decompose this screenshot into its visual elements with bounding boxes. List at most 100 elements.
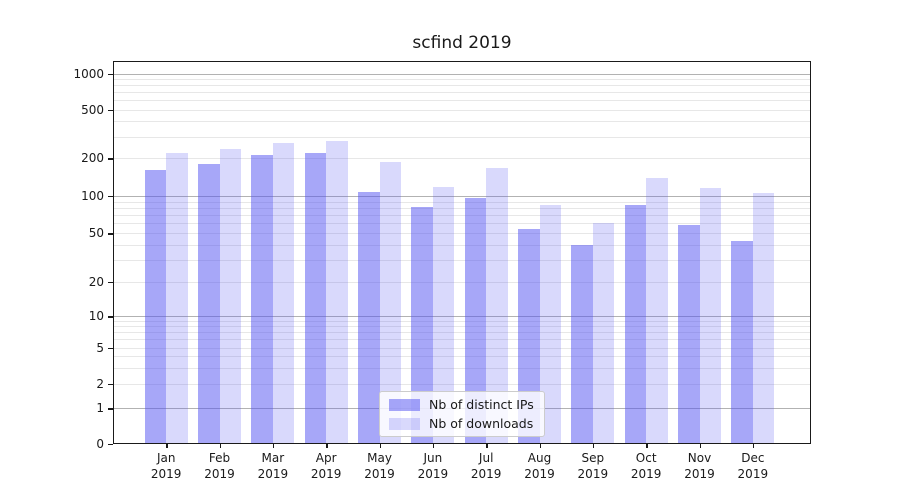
- bar-downloads-sep: [592, 223, 615, 444]
- x-tick-mark: [592, 444, 595, 448]
- y-tick-label: 1: [96, 401, 104, 415]
- y-tick-mark: [108, 347, 113, 350]
- major-gridline: [113, 73, 811, 75]
- bar-distinct-ips-feb: [198, 164, 220, 444]
- legend: Nb of distinct IPs Nb of downloads: [379, 391, 545, 437]
- y-tick-label: 50: [88, 226, 104, 241]
- minor-gridline: [113, 332, 811, 334]
- minor-gridline: [113, 321, 811, 323]
- y-tick-label: 2: [96, 376, 104, 391]
- legend-item-distinct-ips: Nb of distinct IPs: [389, 397, 534, 412]
- gridlines-layer: [113, 61, 811, 444]
- legend-label-downloads: Nb of downloads: [429, 416, 534, 431]
- minor-gridline: [113, 281, 811, 283]
- bar-downloads-apr: [326, 140, 348, 444]
- bar-downloads-aug: [539, 205, 561, 444]
- y-tick-mark: [108, 109, 113, 111]
- minor-gridline: [113, 356, 811, 358]
- y-tick-mark: [108, 383, 113, 385]
- y-tick-mark: [108, 443, 113, 445]
- x-tick-label: Apr 2019: [310, 451, 342, 481]
- y-tick-mark: [108, 408, 113, 410]
- minor-gridline: [113, 233, 811, 235]
- x-tick-mark: [432, 444, 435, 448]
- minor-gridline: [113, 326, 811, 328]
- major-gridline: [113, 316, 811, 318]
- x-tick-label: Oct 2019: [630, 451, 662, 481]
- y-tick-mark: [108, 73, 113, 75]
- minor-gridline: [113, 121, 811, 123]
- bar-downloads-nov: [699, 188, 721, 444]
- bar-distinct-ips-dec: [731, 241, 753, 444]
- y-tick-label: 5: [96, 340, 104, 355]
- y-tick-mark: [108, 281, 113, 283]
- minor-gridline: [113, 207, 811, 209]
- minor-gridline: [113, 383, 811, 385]
- bar-downloads-may: [379, 161, 402, 444]
- bar-downloads-jul: [486, 168, 508, 444]
- y-tick-mark: [108, 195, 113, 198]
- y-tick-label: 20: [88, 274, 104, 289]
- x-tick-mark: [752, 444, 755, 448]
- bar-distinct-ips-nov: [678, 225, 700, 444]
- minor-gridline: [113, 158, 811, 160]
- minor-gridline: [113, 85, 811, 87]
- x-tick-label: Aug 2019: [524, 451, 555, 481]
- major-gridline: [113, 195, 811, 197]
- bar-downloads-feb: [219, 148, 242, 444]
- bar-downloads-mar: [272, 143, 295, 444]
- minor-gridline: [113, 260, 811, 262]
- x-tick-mark: [539, 444, 541, 448]
- bar-distinct-ips-mar: [251, 155, 273, 444]
- minor-gridline: [113, 109, 811, 111]
- bar-distinct-ips-may: [358, 192, 380, 444]
- legend-label-distinct-ips: Nb of distinct IPs: [429, 397, 534, 412]
- bar-distinct-ips-jan: [144, 170, 167, 444]
- y-tick-label: 10: [88, 309, 104, 324]
- y-tick-mark: [108, 158, 113, 160]
- minor-gridline: [113, 201, 811, 203]
- minor-gridline: [113, 223, 811, 225]
- y-tick-label: 200: [81, 151, 104, 166]
- bar-downloads-dec: [752, 192, 775, 444]
- x-tick-mark: [646, 444, 648, 448]
- x-tick-mark: [699, 444, 701, 448]
- x-tick-label: Feb 2019: [204, 451, 235, 481]
- bar-downloads-jan: [166, 152, 188, 444]
- bar-distinct-ips-sep: [571, 245, 593, 444]
- y-tick-mark: [108, 233, 113, 235]
- bar-distinct-ips-oct: [624, 204, 647, 444]
- minor-gridline: [113, 245, 811, 247]
- x-tick-mark: [272, 444, 275, 448]
- minor-gridline: [113, 78, 811, 80]
- x-tick-mark: [486, 444, 488, 448]
- minor-gridline: [113, 100, 811, 102]
- minor-gridline: [113, 136, 811, 138]
- y-tick-label: 100: [81, 188, 104, 203]
- bar-distinct-ips-aug: [518, 229, 540, 444]
- minor-gridline: [113, 367, 811, 369]
- minor-gridline: [113, 215, 811, 217]
- x-tick-label: Jul 2019: [470, 451, 502, 481]
- bar-distinct-ips-jul: [464, 198, 487, 444]
- legend-swatch-distinct-ips: [389, 398, 420, 411]
- y-tick-label: 0: [96, 436, 104, 451]
- bars-layer: [113, 61, 811, 444]
- x-tick-mark: [219, 444, 222, 448]
- x-tick-label: May 2019: [364, 451, 395, 481]
- minor-gridline: [113, 347, 811, 349]
- legend-swatch-downloads: [389, 417, 420, 430]
- x-tick-label: Jan 2019: [150, 451, 182, 481]
- bar-distinct-ips-jun: [411, 207, 433, 444]
- y-tick-label: 1000: [73, 66, 104, 81]
- x-tick-label: Jun 2019: [417, 451, 449, 481]
- y-tick-mark: [108, 316, 113, 318]
- chart-title: scfind 2019: [412, 33, 512, 53]
- bar-downloads-oct: [646, 178, 668, 444]
- bar-distinct-ips-apr: [304, 152, 327, 444]
- x-tick-label: Mar 2019: [257, 451, 289, 481]
- x-tick-mark: [379, 444, 382, 448]
- x-tick-mark: [166, 444, 168, 448]
- x-tick-mark: [326, 444, 328, 448]
- bar-downloads-jun: [432, 187, 455, 444]
